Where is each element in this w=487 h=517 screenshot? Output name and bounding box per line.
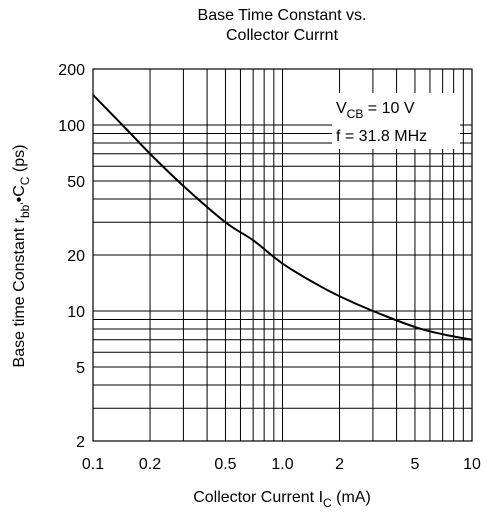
x-tick-label: 5 (411, 456, 420, 473)
x-tick-label: 10 (463, 456, 481, 473)
x-axis-label: Collector Current IC (mA) (193, 489, 371, 510)
series-curve (92, 94, 473, 341)
y-axis-label: Base time Constant rbb'•CC (ps) (11, 145, 32, 368)
y-tick-label: 20 (67, 248, 85, 265)
y-tick-label: 100 (58, 118, 85, 135)
plot-frame (92, 68, 473, 442)
y-tick-label: 10 (67, 304, 85, 321)
annotation-line1: VCB = 10 V (336, 100, 415, 121)
x-tick-labels: 0.1 0.2 0.5 1.0 2 5 10 (82, 456, 481, 473)
annotation-line2: f = 31.8 MHz (336, 128, 427, 145)
x-tick-label: 1.0 (271, 456, 293, 473)
y-tick-label: 5 (76, 360, 85, 377)
y-tick-label: 200 (58, 62, 85, 79)
chart-title-line1: Base Time Constant vs. (197, 7, 367, 24)
x-tick-label: 0.1 (82, 456, 104, 473)
annotation-box: VCB = 10 V f = 31.8 MHz (332, 93, 460, 149)
y-tick-label: 2 (76, 434, 85, 451)
y-tick-labels: 2 5 10 20 50 100 200 (58, 62, 85, 451)
x-tick-label: 0.2 (139, 456, 161, 473)
x-tick-label: 0.5 (214, 456, 236, 473)
chart-title-line2: Collector Currnt (225, 27, 339, 44)
x-tick-label: 2 (335, 456, 344, 473)
y-tick-label: 50 (67, 174, 85, 191)
